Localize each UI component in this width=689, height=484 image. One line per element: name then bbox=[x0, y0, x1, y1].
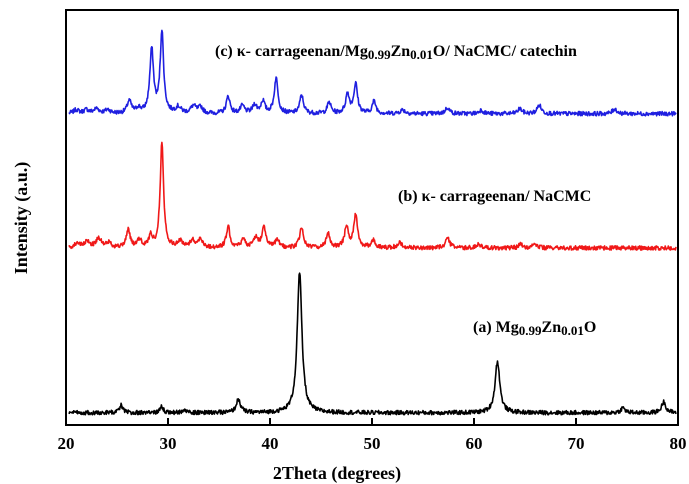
series-label-text: (c) κ- carrageenan/Mg bbox=[215, 43, 368, 60]
x-tick-label-20: 20 bbox=[58, 434, 75, 453]
series-label-subscript: 0.01 bbox=[410, 47, 433, 62]
series-line-a bbox=[68, 272, 677, 416]
series-label-text: O/ NaCMC/ catechin bbox=[433, 43, 577, 60]
x-tick-label-60: 60 bbox=[466, 434, 483, 453]
x-tick-label-50: 50 bbox=[364, 434, 381, 453]
series-label-text: Zn bbox=[391, 43, 411, 60]
series-label-text: Zn bbox=[542, 319, 562, 336]
series-label-text: (a) Mg bbox=[473, 319, 519, 336]
series-label-text: O bbox=[584, 319, 596, 336]
series-label-text: (b) κ- carrageenan/ NaCMC bbox=[398, 188, 591, 205]
y-axis-label: Intensity (a.u.) bbox=[11, 162, 32, 275]
x-tick-label-40: 40 bbox=[262, 434, 279, 453]
x-axis-tick-labels: 20 30 40 50 60 70 80 bbox=[58, 434, 687, 453]
series-label-subscript: 0.99 bbox=[368, 47, 391, 62]
series-label-c: (c) κ- carrageenan/Mg0.99Zn0.01O/ NaCMC/… bbox=[215, 43, 577, 62]
x-axis-label: 2Theta (degrees) bbox=[273, 463, 401, 484]
series-label-subscript: 0.99 bbox=[519, 323, 542, 338]
x-axis-ticks bbox=[65, 418, 679, 425]
series-label-a: (a) Mg0.99Zn0.01O bbox=[473, 319, 596, 338]
series-label-subscript: 0.01 bbox=[561, 323, 584, 338]
x-tick-label-70: 70 bbox=[568, 434, 585, 453]
series-label-b: (b) κ- carrageenan/ NaCMC bbox=[398, 188, 591, 205]
series-line-c bbox=[68, 29, 677, 117]
series-lines bbox=[68, 29, 677, 416]
series-line-b bbox=[68, 141, 677, 251]
x-tick-label-80: 80 bbox=[670, 434, 687, 453]
x-tick-label-30: 30 bbox=[160, 434, 177, 453]
